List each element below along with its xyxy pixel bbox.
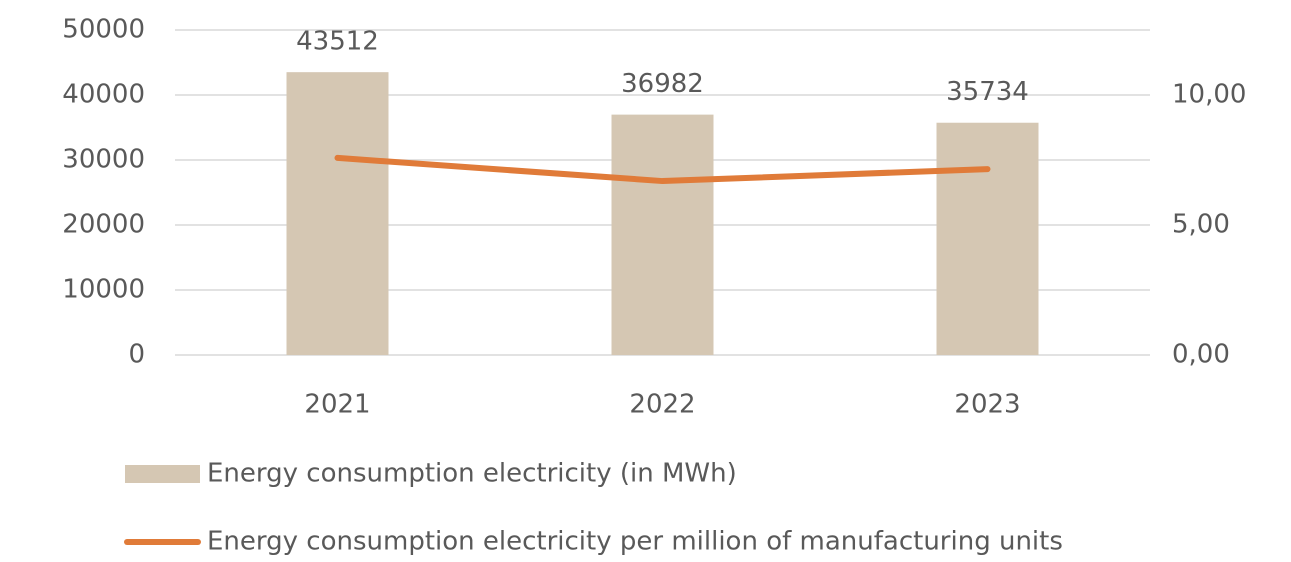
x-tick-label: 2022	[629, 390, 695, 420]
data-label: 36982	[621, 69, 704, 99]
y-tick-label: 50000	[62, 15, 145, 45]
legend-label: Energy consumption electricity per milli…	[207, 527, 1063, 557]
y-tick-label: 40000	[62, 80, 145, 110]
y2-tick-label: 0,00	[1172, 340, 1230, 370]
x-tick-label: 2021	[304, 390, 370, 420]
y-tick-label: 10000	[62, 275, 145, 305]
data-label: 35734	[946, 77, 1029, 107]
bar	[611, 114, 714, 355]
y-tick-label: 20000	[62, 210, 145, 240]
bar	[936, 122, 1039, 355]
legend-swatch	[125, 465, 200, 483]
x-tick-label: 2023	[954, 390, 1020, 420]
y2-tick-label: 5,00	[1172, 210, 1230, 240]
legend-label: Energy consumption electricity (in MWh)	[207, 459, 737, 489]
line	[334, 154, 991, 185]
y2-tick-label: 10,00	[1172, 80, 1246, 110]
y-tick-label: 30000	[62, 145, 145, 175]
y-tick-label: 0	[128, 340, 145, 370]
data-label: 43512	[296, 27, 379, 57]
bar	[286, 72, 389, 355]
